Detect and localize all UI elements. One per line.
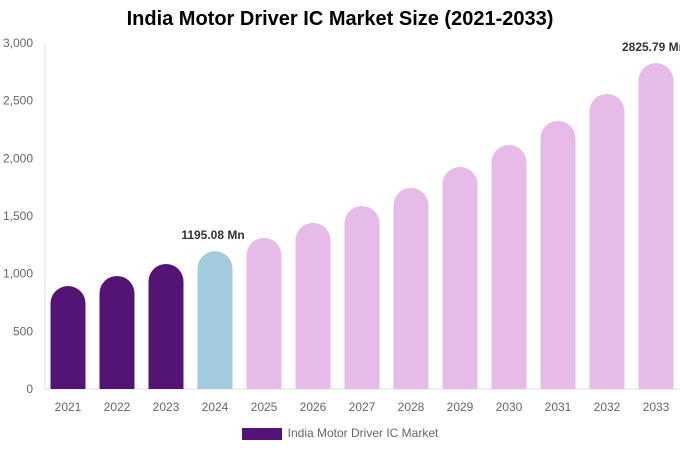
x-tick-label: 2027: [349, 400, 376, 414]
bar-2028: [393, 187, 429, 389]
x-tick-label: 2025: [251, 400, 278, 414]
bar-2026: [295, 222, 331, 389]
x-tick-label: 2030: [496, 400, 523, 414]
bar-2023: [148, 263, 184, 389]
bar-2033: [638, 63, 674, 389]
y-tick-label: 1,000: [3, 267, 33, 281]
x-tick-label: 2032: [594, 400, 621, 414]
legend: India Motor Driver IC Market: [0, 425, 680, 440]
x-tick-label: 2023: [153, 400, 180, 414]
bar-2021: [50, 286, 86, 389]
bar-2031: [540, 120, 576, 389]
legend-label: India Motor Driver IC Market: [287, 425, 439, 440]
bar-2025: [246, 237, 282, 389]
y-tick-label: 3,000: [3, 36, 33, 50]
data-label: 1195.08 Mn: [181, 228, 244, 242]
y-tick-label: 2,000: [3, 151, 33, 165]
x-tick-label: 2028: [398, 400, 425, 414]
bar-2032: [589, 93, 625, 390]
y-tick-label: 1,500: [3, 209, 33, 223]
x-tick-label: 2021: [55, 400, 82, 414]
y-tick-label: 500: [13, 324, 33, 338]
x-tick-label: 2033: [643, 400, 670, 414]
bar-2022: [99, 275, 135, 389]
x-tick-label: 2029: [447, 400, 474, 414]
x-tick-label: 2024: [202, 400, 229, 414]
bar-2030: [491, 144, 527, 389]
chart-title: India Motor Driver IC Market Size (2021-…: [126, 8, 554, 30]
y-tick-label: 2,500: [3, 94, 33, 108]
y-tick-label: 0: [26, 382, 33, 396]
bar-2027: [344, 205, 380, 389]
data-label: 2825.79 Mn: [622, 40, 680, 54]
legend-swatch: [241, 428, 282, 440]
x-tick-label: 2031: [545, 400, 572, 414]
bar-2029: [442, 166, 478, 389]
x-tick-label: 2026: [300, 400, 327, 414]
x-tick-label: 2022: [104, 400, 131, 414]
bar-2024: [197, 251, 233, 389]
